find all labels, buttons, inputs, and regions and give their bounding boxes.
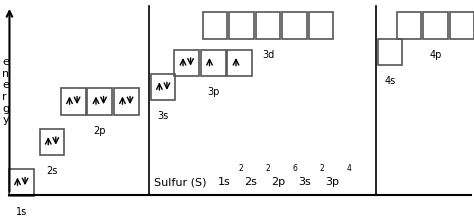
Bar [229,12,254,38]
Text: 4p: 4p [429,50,442,60]
Text: 2s: 2s [46,166,58,176]
Bar [450,12,474,38]
Bar [256,12,281,38]
Text: 3s: 3s [157,111,169,121]
Text: 3p: 3p [325,177,339,187]
Bar [423,12,448,38]
Bar [228,50,252,76]
Bar [88,88,112,114]
Text: 6: 6 [292,164,297,173]
Text: 1s: 1s [16,207,27,216]
Bar [40,129,64,155]
Bar [378,38,402,65]
Text: Sulfur (S): Sulfur (S) [154,177,206,187]
Bar [174,50,199,76]
Text: 2: 2 [238,164,243,173]
Bar [283,12,307,38]
Text: 2: 2 [319,164,324,173]
Text: 4s: 4s [384,76,396,86]
Text: 2p: 2p [93,126,106,136]
Bar [203,12,228,38]
Text: 3d: 3d [262,50,274,60]
Text: 3p: 3p [207,87,219,97]
Bar [114,88,138,114]
Text: 2: 2 [265,164,270,173]
Text: e
n
e
r
g
y: e n e r g y [2,57,9,125]
Text: 3s: 3s [299,177,311,187]
Bar [309,12,333,38]
Bar [9,169,34,195]
Bar [201,50,226,76]
Text: 1s: 1s [218,177,230,187]
Bar [397,12,421,38]
Text: 4: 4 [346,164,351,173]
Text: 2s: 2s [245,177,257,187]
Text: 2p: 2p [272,177,285,187]
Bar [61,88,86,114]
Bar [151,74,175,100]
